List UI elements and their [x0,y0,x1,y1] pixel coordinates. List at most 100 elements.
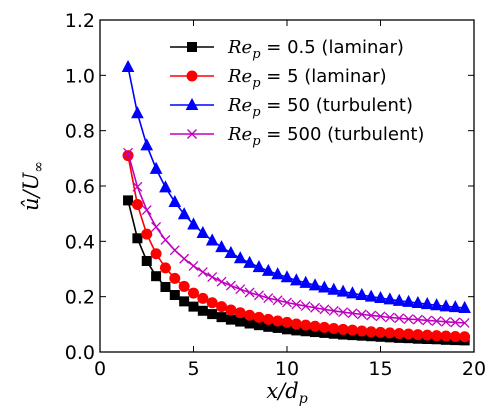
data-point [216,312,227,323]
plot-area [99,19,475,353]
data-point [384,327,396,339]
y-tick-label: 0.0 [65,342,95,364]
legend-label: Rep = 0.5 (laminar) [227,37,404,62]
data-point [412,314,423,325]
data-point [225,280,236,291]
data-point [365,326,377,338]
data-point [216,301,228,313]
y-tick-label: 0.4 [65,231,95,253]
data-point [375,311,386,322]
data-point [261,263,275,276]
data-point [328,322,340,334]
data-point [374,290,387,304]
legend-label: Rep = 5 (laminar) [227,66,387,91]
data-point [346,286,359,299]
data-point [412,329,424,341]
legend-marker [186,70,198,82]
data-point [449,331,461,343]
data-point [207,272,218,282]
data-point [151,271,162,282]
legend-entry: Rep = 500 (turbulent) [170,124,424,149]
data-point [337,323,349,335]
data-point [141,228,153,240]
data-point [328,305,339,316]
data-point [205,233,219,246]
data-point [168,194,182,208]
data-point [431,330,443,342]
y-tick-label: 0.6 [65,176,95,198]
data-point [440,316,451,327]
data-point [403,314,414,325]
axis-labels: x/dp û/U∞ [19,161,308,407]
data-point [375,326,386,338]
data-point [121,59,135,73]
data-point [403,328,415,340]
legend: Rep = 0.5 (laminar) Rep = 5 (laminar) Rep … [170,37,424,149]
data-point [131,199,143,211]
data-point [188,287,199,299]
data-point [188,301,199,312]
data-point [216,276,227,287]
data-point [150,248,162,260]
data-point [439,299,453,312]
data-point [253,290,264,301]
data-point [338,307,349,318]
data-point [310,302,321,313]
data-point [280,270,294,283]
series-4 [123,147,470,328]
x-tick-label: 20 [462,358,486,380]
data-point [392,293,406,306]
data-point [123,195,134,206]
data-point [459,317,470,328]
data-point [197,305,208,316]
x-axis-label: x/dp [266,379,307,407]
data-point [346,324,358,336]
data-point [235,284,246,295]
data-point [421,329,433,341]
data-point [290,273,303,286]
data-point [140,138,154,151]
data-point [347,308,358,319]
data-point [411,295,425,309]
data-point [159,262,171,274]
y-tick-label: 1.0 [65,65,95,87]
data-point [448,300,462,313]
data-point [169,290,180,301]
data-point [336,284,350,297]
legend-entry: Rep = 50 (turbulent) [170,95,413,120]
data-point [299,275,313,288]
y-axis-label: û/U∞ [19,161,47,211]
x-tick-label: 5 [187,358,199,380]
data-point [253,311,265,323]
data-point [151,221,162,232]
data-point [233,251,247,264]
legend-entry: Rep = 5 (laminar) [170,66,387,91]
data-point [243,255,256,268]
data-point [179,296,190,307]
data-point [160,281,171,292]
data-point [318,280,331,293]
data-point [225,304,237,316]
data-point [440,330,452,342]
data-point [169,272,181,284]
series-3 [121,59,471,314]
data-point [384,312,395,323]
data-point [450,317,461,328]
data-point [225,314,236,325]
data-point [364,289,378,302]
y-tick-label: 1.2 [65,10,95,32]
data-point [141,205,152,216]
data-point [177,207,191,220]
data-point [431,316,442,326]
data-point [319,304,330,315]
data-point [393,327,405,339]
data-point [272,295,283,306]
data-point [207,309,218,320]
data-point [263,293,274,304]
data-point [271,267,284,280]
legend-label: Rep = 50 (turbulent) [227,95,413,120]
data-point [356,325,368,337]
data-point [187,217,200,230]
data-point [224,245,238,258]
